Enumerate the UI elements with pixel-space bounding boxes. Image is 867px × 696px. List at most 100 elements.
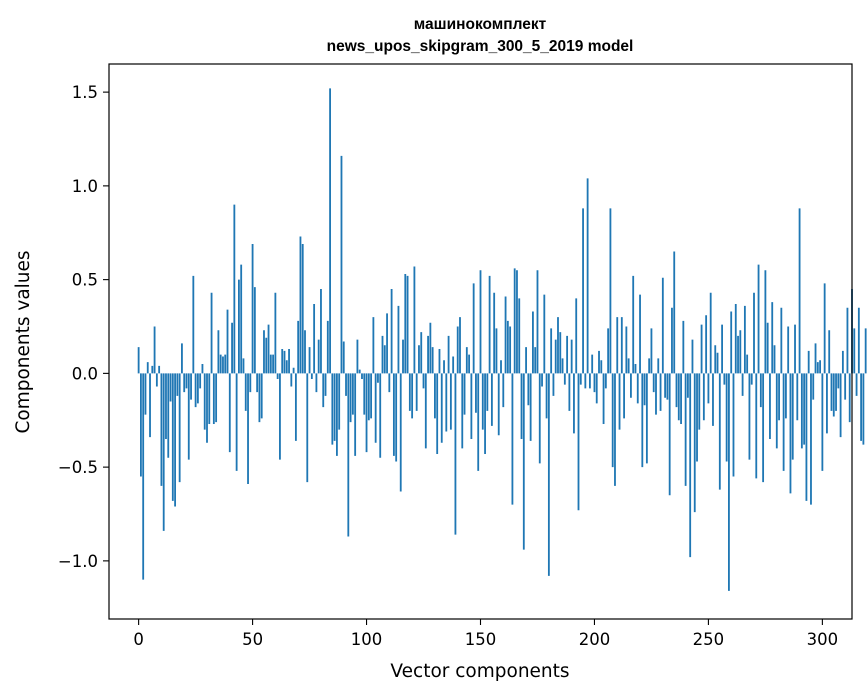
bar: [511, 373, 514, 505]
bar: [705, 315, 708, 374]
bar: [625, 326, 628, 374]
bar: [212, 373, 215, 425]
bar: [591, 354, 594, 374]
bar: [554, 339, 557, 374]
bar: [206, 373, 208, 443]
bar: [620, 317, 623, 374]
bar: [577, 373, 580, 511]
bar: [814, 343, 817, 374]
bar: [778, 373, 780, 421]
bar: [222, 356, 224, 374]
bar: [504, 296, 507, 374]
bar: [340, 155, 343, 374]
bar: [718, 373, 721, 490]
bar: [420, 332, 423, 374]
bar: [351, 373, 354, 415]
bar: [853, 328, 856, 374]
bar: [315, 373, 318, 393]
bar: [821, 373, 824, 471]
bar: [796, 373, 799, 421]
bar: [477, 373, 480, 471]
bar: [413, 266, 416, 374]
bar: [201, 364, 204, 374]
bar: [769, 373, 771, 440]
bar: [728, 373, 730, 591]
bar: [798, 208, 801, 374]
bar: [787, 326, 790, 374]
bar: [285, 360, 288, 374]
bar: [447, 335, 450, 374]
bar: [723, 373, 726, 385]
bar: [397, 305, 400, 374]
bar: [363, 373, 366, 415]
bar: [839, 373, 842, 438]
bar: [534, 347, 537, 374]
bar: [561, 358, 564, 374]
y-tick-label: 1.5: [72, 83, 98, 102]
bar: [317, 339, 320, 374]
bar: [386, 313, 388, 374]
bar: [595, 373, 598, 404]
y-tick-label: 0.0: [72, 364, 98, 383]
x-tick-label: 0: [133, 630, 144, 649]
bar: [185, 373, 188, 389]
bar: [495, 328, 498, 374]
bar: [372, 317, 375, 374]
bar: [520, 373, 523, 440]
bar: [762, 373, 765, 483]
bar: [848, 373, 851, 423]
bars-group: [137, 88, 867, 591]
bar: [846, 307, 849, 374]
bar: [224, 354, 227, 374]
bar: [190, 373, 192, 400]
x-tick-label: 300: [807, 630, 839, 649]
bar: [395, 373, 398, 462]
bar: [541, 373, 543, 387]
bar: [593, 373, 596, 393]
bar: [292, 367, 295, 374]
bar: [484, 373, 486, 455]
bar: [737, 335, 739, 374]
bar: [196, 373, 199, 404]
bar: [557, 317, 559, 374]
bar: [700, 324, 703, 374]
x-axis-label: Vector components: [390, 661, 569, 682]
bar: [370, 373, 373, 419]
bar: [650, 328, 653, 374]
bar: [404, 274, 407, 374]
bar: [452, 356, 455, 374]
bar: [443, 360, 445, 374]
bar: [666, 373, 669, 400]
bar: [716, 352, 719, 374]
bar: [178, 373, 181, 483]
bar: [160, 373, 163, 486]
bar: [440, 373, 443, 443]
bar: [365, 373, 368, 453]
bar: [607, 328, 610, 374]
bar: [422, 373, 425, 389]
bar: [320, 289, 322, 374]
bar: [208, 373, 211, 425]
bar: [345, 373, 347, 396]
bar: [668, 373, 671, 496]
bar: [146, 362, 149, 374]
bar: [664, 373, 667, 398]
bar: [361, 373, 363, 380]
bar: [276, 373, 279, 380]
bar: [313, 304, 316, 374]
bar: [623, 373, 625, 419]
bar: [862, 373, 865, 445]
bar: [502, 373, 505, 408]
bar: [830, 373, 833, 411]
bar: [568, 373, 571, 411]
bar: [709, 292, 712, 374]
bar: [791, 373, 794, 460]
bar: [730, 311, 733, 374]
bar: [563, 373, 566, 385]
bar: [841, 350, 844, 374]
y-tick-label: 0.5: [72, 271, 98, 290]
y-tick-label: −1.0: [58, 552, 98, 571]
bar: [714, 345, 717, 374]
bar: [516, 270, 518, 374]
bar: [659, 373, 662, 411]
